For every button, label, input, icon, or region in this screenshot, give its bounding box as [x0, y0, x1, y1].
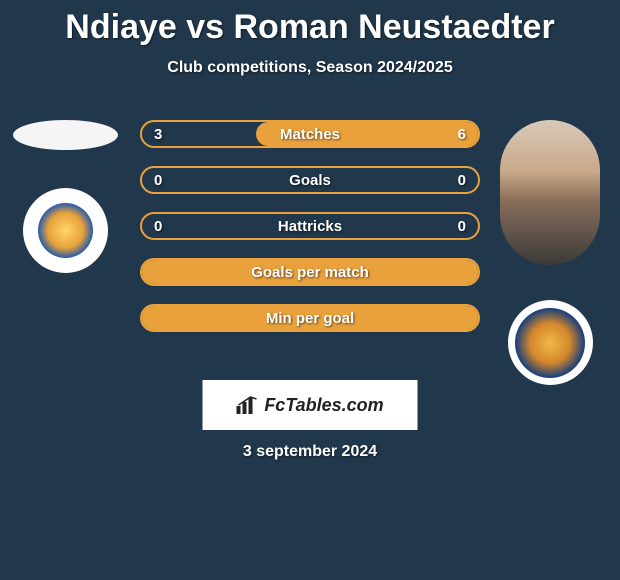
attribution-label: FcTables.com — [264, 395, 383, 416]
player-left-silhouette — [13, 120, 118, 150]
stat-label: Hattricks — [278, 218, 342, 235]
stat-bar: Goals per match — [140, 258, 480, 286]
comparison-content: 3 Matches 6 0 Goals 0 0 Hattricks 0 Goals per mat… — [0, 120, 620, 350]
stat-label: Goals — [289, 172, 331, 189]
stat-value-left: 3 — [154, 126, 162, 143]
stat-label: Goals per match — [251, 264, 369, 281]
stat-bar: 0 Hattricks 0 — [140, 212, 480, 240]
chart-icon — [236, 396, 258, 414]
club-left-badge — [23, 188, 108, 273]
stat-label: Min per goal — [266, 310, 354, 327]
stat-bars: 3 Matches 6 0 Goals 0 0 Hattricks 0 Goals per mat… — [140, 120, 480, 332]
attribution-panel: FcTables.com — [203, 380, 418, 430]
stat-label: Matches — [280, 126, 340, 143]
stat-value-right: 6 — [458, 126, 466, 143]
stat-value-left: 0 — [154, 172, 162, 189]
stat-value-right: 0 — [458, 172, 466, 189]
stat-value-left: 0 — [154, 218, 162, 235]
left-player-column — [8, 120, 123, 273]
player-right-photo — [500, 120, 600, 265]
stat-bar: 3 Matches 6 — [140, 120, 480, 148]
page-title: Ndiaye vs Roman Neustaedter — [0, 0, 620, 47]
club-right-crest-icon — [515, 308, 585, 378]
subtitle: Club competitions, Season 2024/2025 — [0, 59, 620, 77]
right-player-column — [500, 120, 600, 385]
date-label: 3 september 2024 — [243, 443, 377, 461]
stat-bar: Min per goal — [140, 304, 480, 332]
stat-bar: 0 Goals 0 — [140, 166, 480, 194]
club-left-crest-icon — [38, 203, 93, 258]
stat-value-right: 0 — [458, 218, 466, 235]
club-right-badge — [508, 300, 593, 385]
